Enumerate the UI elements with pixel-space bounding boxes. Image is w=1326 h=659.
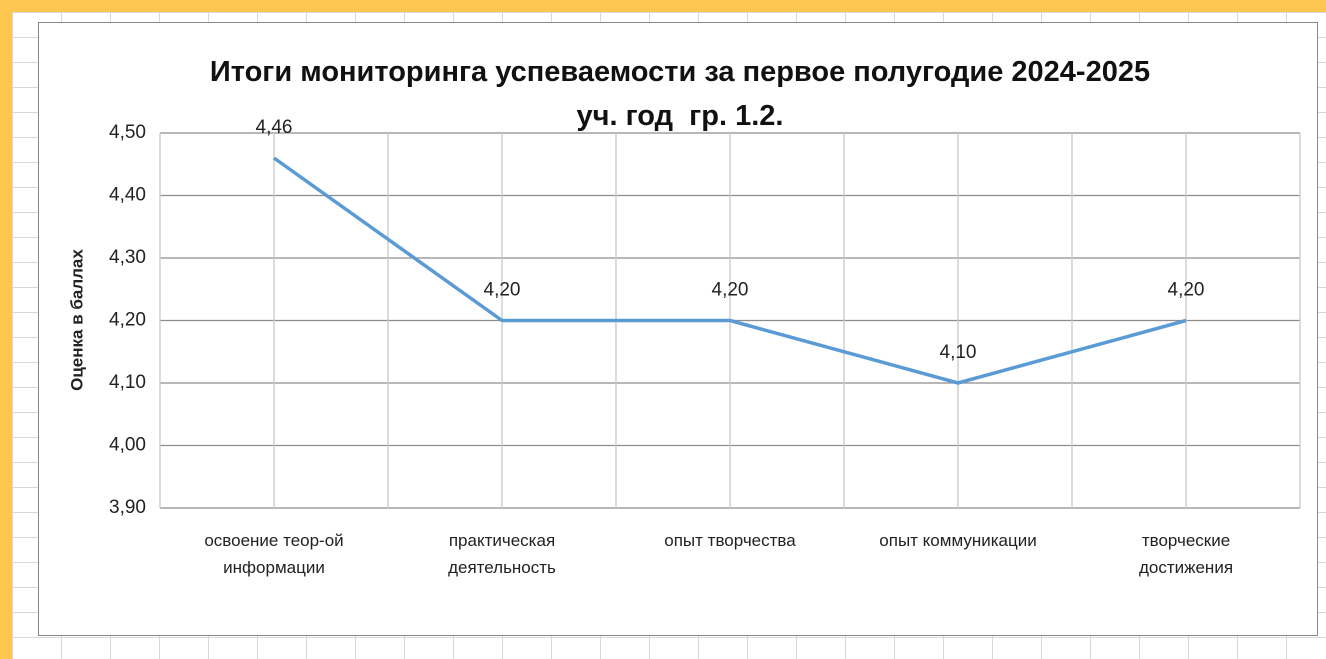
y-tick-label: 4,30 [109, 247, 146, 268]
chart-area [38, 22, 1318, 636]
y-tick-label: 4,50 [109, 122, 146, 143]
y-tick-label: 4,20 [109, 310, 146, 331]
data-label: 4,20 [712, 280, 749, 301]
x-tick-label: освоение теор-ой информации [204, 531, 344, 577]
data-label: 4,10 [940, 342, 977, 363]
y-tick-label: 3,90 [109, 497, 146, 518]
x-tick-label: практическая деятельность [448, 531, 556, 577]
x-tick-label: творческие достижения [1138, 531, 1234, 577]
y-tick-label: 4,40 [109, 185, 146, 206]
x-tick-label: опыт творчества [664, 531, 796, 550]
data-label: 4,20 [484, 280, 521, 301]
data-label: 4,20 [1168, 280, 1205, 301]
y-tick-label: 4,00 [109, 435, 146, 456]
data-label: 4,46 [256, 117, 293, 138]
chart-title: Итоги мониторинга успеваемости за первое… [209, 56, 1159, 132]
data-line [272, 156, 1187, 385]
y-tick-label: 4,10 [109, 372, 146, 393]
y-axis-label: Оценка в баллах [67, 249, 86, 391]
x-tick-label: опыт коммуникации [879, 531, 1037, 550]
